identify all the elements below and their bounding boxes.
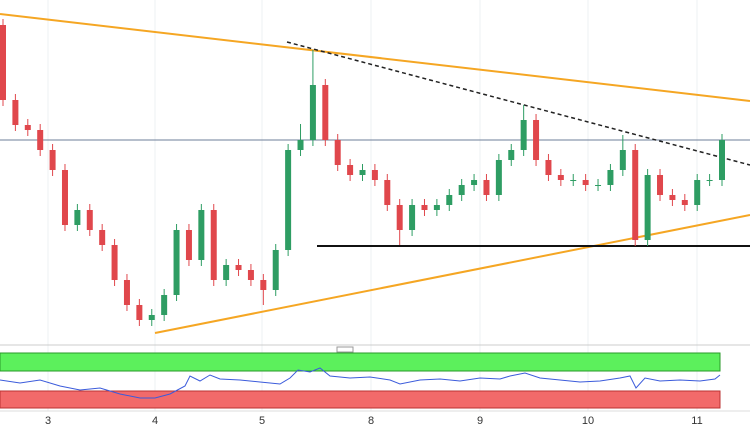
- candle-body: [619, 150, 626, 170]
- indicator-line: [0, 367, 721, 399]
- candle-body: [409, 205, 416, 230]
- candle-body: [123, 280, 130, 305]
- candle-body: [681, 200, 688, 205]
- x-tick-label: 8: [368, 415, 374, 427]
- candle-body: [458, 185, 465, 195]
- x-tick-label: 9: [477, 415, 483, 427]
- candle-body: [471, 180, 478, 185]
- resize-handle[interactable]: [336, 346, 354, 353]
- candle-body: [61, 170, 68, 225]
- vertical-grid: [47, 0, 698, 411]
- candle-body: [570, 180, 577, 181]
- candle-body: [657, 175, 664, 195]
- overbought-zone: [0, 352, 721, 372]
- candle-body: [148, 315, 155, 320]
- x-tick-label: 3: [45, 415, 51, 427]
- x-axis: 3 4 5 8 9 10 11: [45, 415, 703, 427]
- candle-body: [595, 185, 602, 186]
- candle-body: [396, 205, 403, 230]
- candle-body: [198, 210, 205, 260]
- candle-body: [272, 250, 279, 290]
- candle-body: [719, 140, 725, 180]
- x-tick-label: 5: [259, 415, 265, 427]
- candles: [0, 19, 725, 326]
- candle-body: [185, 230, 192, 260]
- candle-body: [545, 160, 552, 175]
- candle-body: [582, 180, 589, 185]
- candle-body: [495, 160, 502, 195]
- candle-body: [173, 230, 180, 295]
- candle-body: [446, 195, 453, 205]
- candle-body: [632, 150, 639, 240]
- candle-body: [384, 180, 391, 205]
- candle-body: [247, 270, 254, 280]
- candle-body: [533, 120, 540, 160]
- candle-body: [210, 210, 217, 280]
- x-tick-label: 11: [691, 415, 702, 427]
- dashed-trendline: [286, 41, 750, 166]
- candle-body: [347, 165, 354, 175]
- x-tick-label: 10: [582, 415, 594, 427]
- candle-body: [136, 305, 143, 320]
- oversold-zone: [0, 390, 721, 409]
- candle-body: [0, 25, 6, 100]
- candle-body: [74, 210, 81, 225]
- candle-body: [309, 85, 316, 140]
- candle-body: [508, 150, 515, 160]
- candle-body: [322, 85, 329, 140]
- candle-body: [24, 125, 31, 130]
- candle-body: [433, 205, 440, 210]
- candle-body: [37, 130, 44, 150]
- candle-body: [86, 210, 93, 230]
- candle-body: [520, 120, 527, 150]
- candle-body: [706, 180, 713, 181]
- candle-body: [111, 245, 118, 280]
- candle-body: [694, 180, 701, 205]
- candle-body: [669, 195, 676, 200]
- candle-body: [260, 280, 267, 290]
- candle-body: [371, 170, 378, 180]
- candle-body: [644, 175, 651, 240]
- candle-body: [99, 230, 106, 245]
- candle-body: [334, 140, 341, 165]
- candle-body: [161, 295, 168, 315]
- upper-trendline: [0, 13, 750, 102]
- candle-body: [421, 205, 428, 210]
- candle-body: [235, 265, 242, 270]
- x-tick-label: 4: [152, 415, 158, 427]
- candle-body: [12, 100, 19, 125]
- candle-body: [297, 140, 304, 150]
- candle-body: [359, 170, 366, 175]
- candle-body: [49, 150, 56, 170]
- candle-body: [223, 265, 230, 280]
- candle-body: [607, 170, 614, 185]
- candle-body: [483, 180, 490, 195]
- lower-trendline: [154, 214, 750, 334]
- candle-body: [557, 175, 564, 180]
- candle-body: [285, 150, 292, 250]
